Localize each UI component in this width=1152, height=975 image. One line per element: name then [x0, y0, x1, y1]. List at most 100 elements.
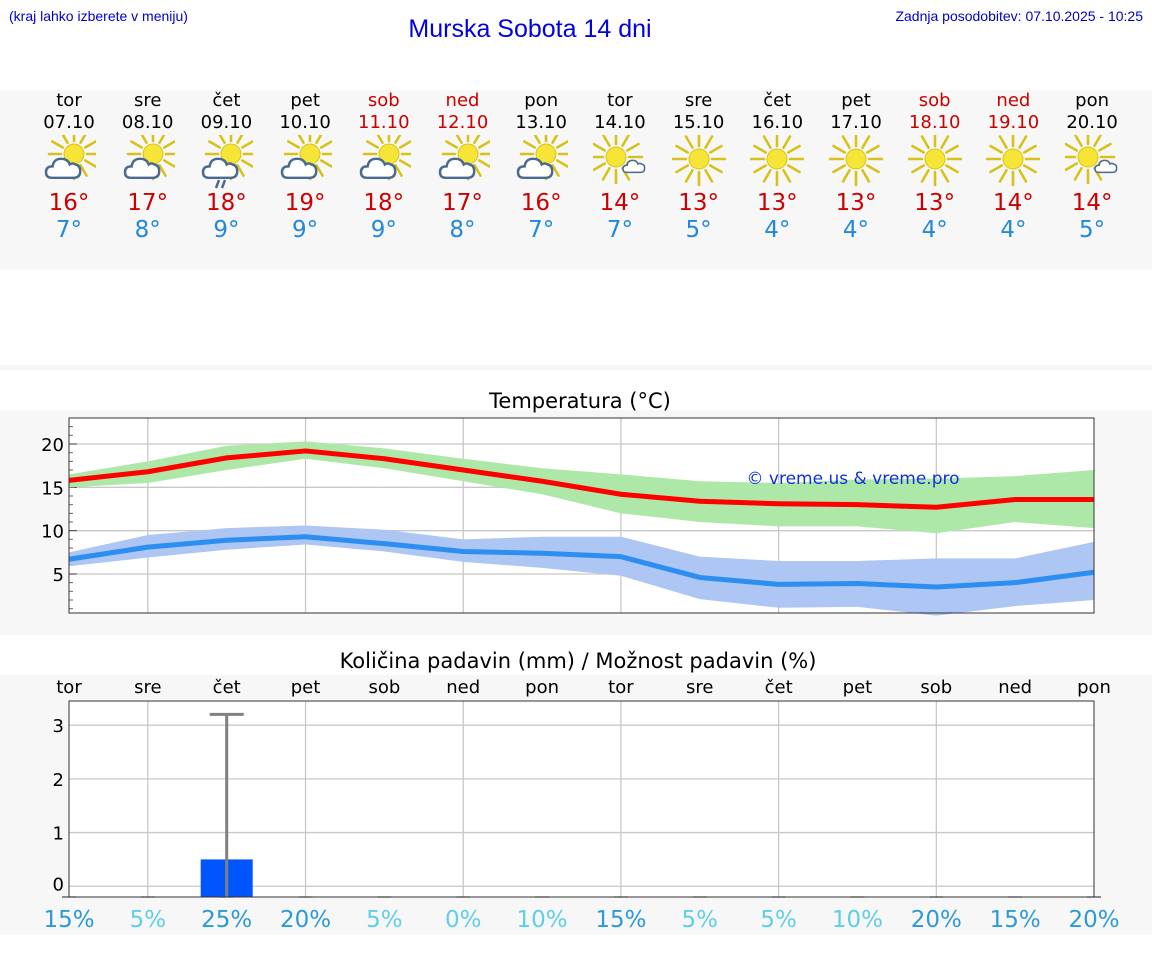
min-temperature: 4° — [921, 217, 948, 243]
max-temperature: 18° — [206, 190, 247, 216]
data-point — [778, 503, 780, 505]
precipitation-chance: 5% — [366, 907, 403, 933]
precipitation-chance: 15% — [43, 907, 94, 933]
x-category-label: čet — [213, 677, 241, 698]
min-range-band — [69, 525, 1094, 616]
precipitation-chance: 10% — [517, 907, 568, 933]
max-temperature: 14° — [993, 190, 1034, 216]
max-temperature: 13° — [756, 190, 798, 216]
max-temperature: 14° — [1071, 190, 1113, 216]
y-tick-label: 0 — [53, 874, 64, 895]
day-name: pon — [524, 90, 559, 111]
y-tick-label: 15 — [41, 478, 64, 499]
data-point — [305, 536, 307, 538]
day-date: 14.10 — [594, 112, 646, 133]
sun-small-cloud-icon — [1060, 129, 1119, 189]
x-category-label: sob — [368, 677, 400, 698]
sun-icon — [671, 131, 726, 189]
max-temperature: 17° — [442, 190, 483, 216]
max-temperature: 18° — [363, 190, 405, 216]
data-point — [1014, 582, 1016, 584]
day-date: 13.10 — [515, 112, 567, 133]
day-name: tor — [607, 90, 633, 111]
data-point — [383, 543, 385, 545]
x-category-label: ned — [446, 677, 480, 698]
spacer-strip — [0, 365, 1152, 370]
page-title: Murska Sobota 14 dni — [408, 15, 652, 43]
sun-cloud-icon — [514, 127, 573, 189]
max-temperature: 16° — [48, 190, 90, 216]
precipitation-chance: 20% — [1068, 907, 1119, 933]
day-date: 08.10 — [121, 112, 174, 133]
min-temperature: 8° — [134, 217, 161, 243]
y-tick-label: 2 — [53, 770, 64, 791]
day-date: 09.10 — [200, 112, 253, 133]
data-point — [147, 546, 149, 548]
day-name: čet — [763, 90, 792, 111]
y-tick-label: 20 — [41, 435, 64, 456]
sun-cloud-icon — [436, 127, 494, 189]
precipitation-chart: Količina padavin (mm) / Možnost padavin … — [43, 649, 1119, 933]
sun-small-cloud-icon — [588, 129, 647, 189]
data-point — [383, 458, 385, 460]
data-point — [462, 550, 464, 552]
x-category-label: ned — [998, 677, 1032, 698]
sun-icon — [828, 131, 884, 189]
last-updated: Zadnja posodobitev: 07.10.2025 - 10:25 — [895, 8, 1143, 24]
y-tick-label: 5 — [53, 565, 64, 586]
day-date: 12.10 — [436, 112, 489, 133]
day-name: pet — [841, 90, 871, 111]
max-temperature: 17° — [127, 190, 169, 216]
max-temperature: 13° — [914, 190, 956, 216]
max-temperature: 13° — [678, 190, 719, 216]
x-category-label: sre — [134, 677, 161, 698]
min-temperature: 7° — [55, 217, 83, 243]
x-category-label: sob — [920, 677, 952, 698]
day-name: sob — [918, 90, 951, 111]
sun-cloud-icon — [278, 127, 337, 189]
max-temperature: 19° — [284, 190, 326, 216]
day-date: 19.10 — [987, 112, 1040, 133]
sun-cloud-icon — [42, 127, 101, 189]
x-category-label: sre — [686, 677, 713, 698]
min-temperature: 8° — [449, 217, 476, 243]
x-category-label: tor — [608, 677, 634, 698]
y-tick-label: 10 — [41, 522, 64, 543]
day-name: ned — [996, 90, 1031, 111]
precipitation-chance: 10% — [832, 907, 883, 933]
location-hint-link[interactable]: (kraj lahko izberete v meniju) — [9, 8, 188, 24]
x-category-label: pon — [1077, 677, 1111, 698]
x-category-label: pet — [291, 677, 321, 698]
day-name: pet — [290, 90, 320, 111]
y-tick-label: 3 — [53, 716, 64, 737]
day-date: 10.10 — [279, 112, 331, 133]
x-category-label: čet — [765, 677, 793, 698]
min-temperature: 9° — [292, 217, 319, 243]
sun-icon — [907, 131, 962, 189]
data-point — [541, 552, 543, 554]
x-category-label: pet — [843, 677, 873, 698]
precipitation-chance: 20% — [280, 907, 331, 933]
day-name: sre — [684, 90, 713, 111]
max-temperature: 14° — [599, 190, 641, 216]
precipitation-chance: 5% — [682, 907, 719, 933]
min-temperature: 4° — [842, 217, 870, 243]
min-temperature: 4° — [764, 217, 791, 243]
y-tick-label: 1 — [53, 824, 64, 845]
max-temperature: 13° — [835, 190, 877, 216]
precipitation-chart-title: Količina padavin (mm) / Možnost padavin … — [340, 649, 817, 673]
sun-icon — [986, 131, 1041, 189]
data-point — [226, 539, 228, 541]
precipitation-chance: 15% — [990, 907, 1041, 933]
temperature-chart-title: Temperatura (°C) — [488, 389, 671, 413]
day-date: 15.10 — [672, 112, 725, 133]
data-point — [935, 506, 937, 508]
min-temperature: 7° — [528, 217, 555, 243]
day-date: 07.10 — [43, 112, 95, 133]
day-name: sre — [133, 90, 162, 111]
data-point — [778, 583, 780, 585]
sun-cloud-icon — [121, 127, 179, 189]
plot-frame — [68, 700, 1095, 898]
data-point — [935, 586, 937, 588]
data-point — [462, 469, 464, 471]
